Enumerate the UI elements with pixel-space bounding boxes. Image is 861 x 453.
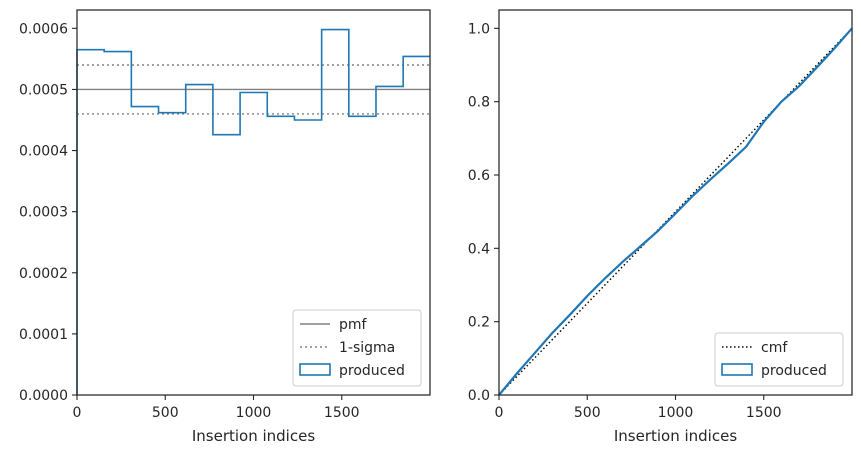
cmf-x-tick-label: 1500 xyxy=(746,405,782,421)
cmf-x-tick-label: 500 xyxy=(574,405,601,421)
pmf-y-tick-label: 0.0000 xyxy=(19,388,68,404)
cmf-x-tick-label: 0 xyxy=(495,405,504,421)
cmf-legend-label-cmf: cmf xyxy=(761,340,788,356)
pmf-legend-label-1-sigma: 1-sigma xyxy=(339,340,395,356)
pmf-y-tick-label: 0.0004 xyxy=(19,144,68,160)
cmf-y-tick-label: 1.0 xyxy=(468,21,490,37)
cmf-legend-box xyxy=(714,332,844,387)
cmf-y-tick-label: 0.4 xyxy=(468,241,490,257)
pmf-y-tick-label: 0.0001 xyxy=(19,327,68,343)
pmf-y-tick-label: 0.0005 xyxy=(19,82,68,98)
cmf-y-tick-label: 0.2 xyxy=(468,315,490,331)
pmf-x-tick-label: 1500 xyxy=(324,405,360,421)
pmf-x-tick-label: 500 xyxy=(152,405,179,421)
pmf-series-produced xyxy=(76,28,430,395)
cmf-y-tick-label: 0.8 xyxy=(468,95,490,111)
pmf-y-tick-label: 0.0003 xyxy=(19,205,68,221)
cmf-legend-key-produced xyxy=(721,363,753,376)
cmf-x-tick-label: 1000 xyxy=(658,405,694,421)
pmf-legend-key-produced xyxy=(299,363,331,376)
cmf-x-axis-label: Insertion indices xyxy=(614,427,737,445)
pmf-y-tick-label: 0.0006 xyxy=(19,21,68,37)
cmf-legend: cmf produced xyxy=(714,332,844,387)
cmf-panel: 0 500 1000 1500 0.0 0.2 0.4 0.6 0.8 1.0 Insertion… xyxy=(468,9,853,445)
pmf-legend-label-pmf: pmf xyxy=(339,317,368,333)
pmf-legend-box xyxy=(292,309,422,387)
cmf-legend-label-produced: produced xyxy=(761,363,827,379)
cmf-y-tick-label: 0.0 xyxy=(468,388,490,404)
pmf-legend-label-produced: produced xyxy=(339,363,405,379)
cmf-series-cmf xyxy=(498,27,853,396)
cmf-series-produced xyxy=(498,27,853,396)
pmf-x-axis-label: Insertion indices xyxy=(192,427,315,445)
pmf-legend: pmf 1-sigma produced xyxy=(292,309,422,387)
pmf-x-tick-label: 0 xyxy=(73,405,82,421)
pmf-y-tick-label: 0.0002 xyxy=(19,266,68,282)
cmf-y-tick-label: 0.6 xyxy=(468,168,490,184)
pmf-x-tick-label: 1000 xyxy=(236,405,272,421)
pmf-panel: 0 500 1000 1500 0.0000 0.0001 0.0002 0.0003 0.00… xyxy=(19,9,431,445)
